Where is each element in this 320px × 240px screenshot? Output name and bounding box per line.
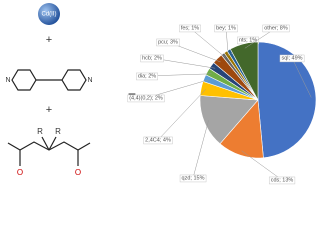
label-box xyxy=(279,54,305,63)
label-box xyxy=(136,72,158,81)
chemistry-scheme: Cd(II) + N N + R R O O = xyxy=(5,3,136,177)
slice-label: pcu; 3% xyxy=(158,39,178,45)
slice-label: dia; 2% xyxy=(138,73,156,79)
leader-line xyxy=(189,27,226,58)
r-group: R xyxy=(55,127,61,136)
slice-label: hcb; 2% xyxy=(142,55,162,61)
pie-slice xyxy=(199,95,259,145)
slice-label: (4,4)(0,2); 2% xyxy=(129,95,163,101)
label-box xyxy=(143,136,173,145)
pie-slice xyxy=(229,41,259,101)
atom-n: N xyxy=(87,77,92,84)
leader-line xyxy=(241,150,283,181)
double-bond xyxy=(77,142,91,151)
label-box xyxy=(179,174,207,183)
label-box xyxy=(140,54,164,63)
slice-label: nts; 1% xyxy=(239,37,257,43)
slice-label: bey; 1% xyxy=(216,25,236,31)
label-box xyxy=(214,24,238,33)
bond xyxy=(48,136,57,151)
r-group: R xyxy=(37,127,43,136)
slice-label: 2,4C4; 4% xyxy=(145,137,171,143)
slice-label: fes; 1% xyxy=(181,25,199,31)
slice-label: cds; 13% xyxy=(271,177,294,183)
label-box xyxy=(268,176,296,185)
label-box xyxy=(262,24,290,33)
metal-label: Cd(II) xyxy=(42,12,57,18)
slice-label: sql; 49% xyxy=(281,55,302,61)
metal-ion xyxy=(38,3,60,25)
plus: + xyxy=(46,34,52,46)
oxygen: O xyxy=(75,168,81,177)
double-bond xyxy=(7,142,21,151)
slice-label: other; 8% xyxy=(264,25,288,31)
label-box xyxy=(156,38,180,47)
pie-slice xyxy=(257,41,317,159)
pyridine-ring xyxy=(61,69,87,91)
label-box xyxy=(179,24,201,33)
slice-label: qzd; 15% xyxy=(182,175,205,181)
atom-n: N xyxy=(5,77,10,84)
oxygen: O xyxy=(17,168,23,177)
leader-line xyxy=(291,57,312,98)
plus: + xyxy=(46,104,52,116)
graphical-abstract: Cd(II) + N N + R R O O = sql; 49% cds; 13… xyxy=(5,3,317,185)
label-box xyxy=(127,94,165,103)
bond xyxy=(41,136,50,151)
leader-line xyxy=(157,89,206,141)
pyridine-ring xyxy=(11,69,37,91)
leader-line xyxy=(192,120,209,179)
